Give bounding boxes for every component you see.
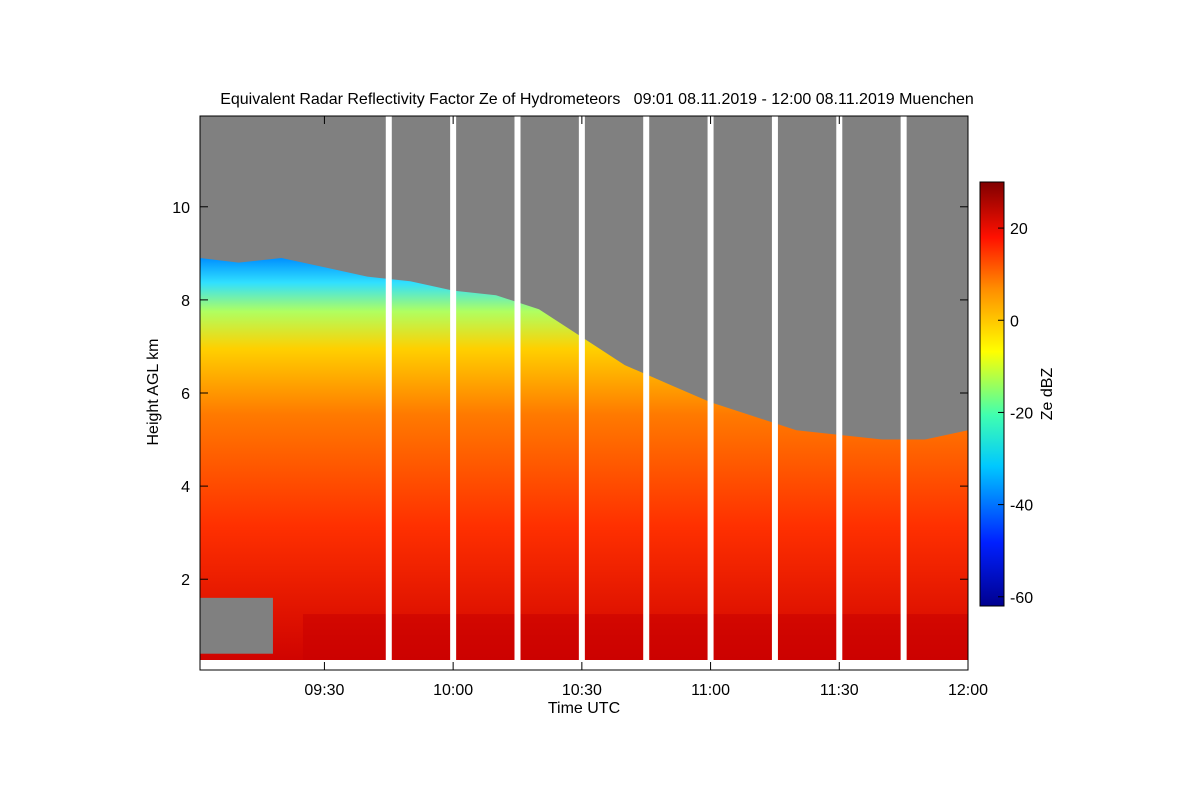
y-tick-label: 2	[181, 572, 190, 589]
data-gap	[771, 116, 778, 670]
colorbar-tick-label: -40	[1010, 498, 1033, 515]
x-axis: 09:30 10:00 10:30 11:00 11:30 12:00	[304, 116, 988, 699]
y-tick-label: 4	[181, 479, 190, 496]
data-gap	[707, 116, 714, 670]
y-tick-label: 6	[181, 386, 190, 403]
chart-title: Equivalent Radar Reflectivity Factor Ze …	[220, 91, 974, 108]
plot-area	[200, 116, 968, 670]
x-tick-label: 12:00	[948, 682, 988, 699]
y-axis: 2 4 6 8 10	[172, 200, 968, 589]
data-gap	[450, 116, 457, 670]
x-tick-label: 10:30	[562, 682, 602, 699]
melting-layer-band	[302, 614, 968, 664]
data-gap	[900, 116, 907, 670]
data-gap	[578, 116, 585, 670]
y-tick-label: 10	[172, 200, 190, 217]
x-tick-label: 09:30	[304, 682, 344, 699]
x-tick-label: 11:00	[691, 682, 730, 699]
x-tick-label: 10:00	[433, 682, 473, 699]
data-gaps	[385, 116, 907, 670]
colorbar-ticks: -60 -40 -20 0 20	[998, 221, 1033, 607]
data-gap	[643, 116, 650, 670]
colorbar-tick-label: -20	[1010, 405, 1033, 422]
x-axis-label: Time UTC	[548, 700, 620, 717]
colorbar	[979, 181, 1005, 607]
data-gap	[836, 116, 843, 670]
data-gap	[514, 116, 521, 670]
colorbar-tick-label: -60	[1010, 590, 1033, 607]
colorbar-tick-label: 20	[1010, 221, 1028, 238]
y-axis-label: Height AGL km	[145, 338, 162, 445]
low-level-no-signal-region	[200, 597, 273, 654]
colorbar-label: Ze dBZ	[1039, 368, 1056, 421]
x-tick-label: 11:30	[820, 682, 859, 699]
y-tick-label: 8	[181, 293, 190, 310]
data-gap	[385, 116, 392, 670]
colorbar-tick-label: 0	[1010, 313, 1019, 330]
surface-blank-strip	[200, 660, 968, 670]
